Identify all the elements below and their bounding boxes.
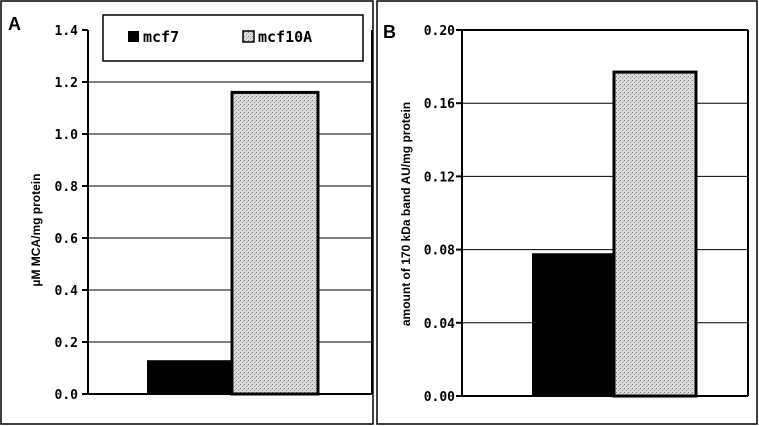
- panel-a-label: A: [8, 14, 21, 34]
- legend-box: [102, 14, 364, 62]
- y-tick-label: 0.16: [424, 97, 455, 112]
- legend-swatch-mcf7: [128, 31, 139, 42]
- legend-swatch-mcf10a: [242, 30, 255, 43]
- panel-a-y-ticks: 0.0 0.2 0.4 0.6 0.8 1.0 1.2 1.4: [55, 24, 88, 403]
- y-tick-label: 0.20: [424, 24, 455, 39]
- panel-b-y-ticks: 0.00 0.04 0.08 0.12 0.16 0.20: [424, 24, 462, 405]
- y-tick-label: 0.6: [55, 232, 79, 247]
- legend: mcf7 mcf10A: [102, 14, 364, 62]
- panel-b: B amount of 170 kDa band AU/mg protein 0…: [376, 0, 758, 425]
- y-tick-label: 0.04: [424, 317, 455, 332]
- y-tick-label: 0.00: [424, 390, 455, 405]
- panel-b-label: B: [383, 22, 396, 42]
- y-tick-label: 0.2: [55, 336, 78, 351]
- y-tick-label: 0.8: [55, 180, 79, 195]
- legend-label-mcf7: mcf7: [143, 28, 179, 46]
- y-tick-label: 0.4: [55, 284, 79, 299]
- bar-mcf10a: [612, 70, 698, 398]
- y-tick-label: 0.0: [55, 388, 79, 403]
- y-tick-label: 1.0: [55, 128, 79, 143]
- panel-b-y-axis-label: amount of 170 kDa band AU/mg protein: [399, 102, 413, 326]
- bar-mcf7: [532, 253, 614, 396]
- y-tick-label: 0.08: [424, 244, 455, 259]
- panel-a-bars: [147, 90, 320, 396]
- y-tick-label: 1.4: [55, 24, 79, 39]
- panel-b-frame: [376, 0, 758, 425]
- bar-mcf7: [147, 360, 233, 394]
- panel-a-gridlines: [88, 81, 372, 343]
- y-tick-label: 1.2: [55, 76, 78, 91]
- panel-a: A µM MCA/mg protein 0.0 0.2 0.4 0.6 0.8 1.0 1.…: [0, 0, 374, 425]
- panel-b-bars: [532, 70, 698, 398]
- bar-mcf10a: [230, 90, 320, 396]
- legend-label-mcf10a: mcf10A: [258, 28, 312, 46]
- panel-a-y-axis-label: µM MCA/mg protein: [29, 174, 43, 287]
- y-tick-label: 0.12: [424, 170, 455, 185]
